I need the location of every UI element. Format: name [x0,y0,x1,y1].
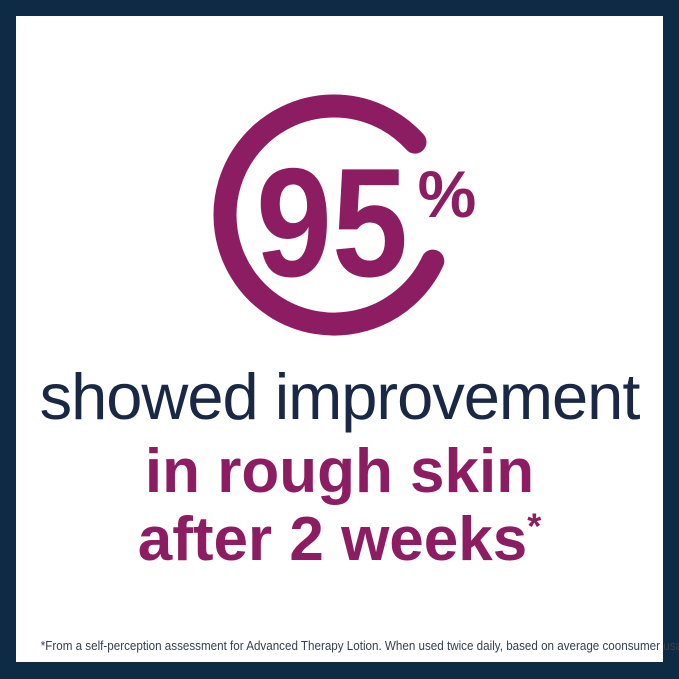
headline-text: showed improvement [39,360,641,433]
content-area: 95 % showed improvement in rough skin af… [16,16,679,662]
subheadline-line1: in rough skin [144,436,535,506]
percent-circle-graphic: 95 % [213,94,476,336]
footnote-text: *From a self-perception assessment for A… [40,638,679,653]
circle-arc [213,94,444,336]
headline: showed improvement [16,361,663,433]
subheadline-line2: after 2 weeks [137,504,528,574]
percent-sign: % [417,157,476,231]
percent-value: 95 [256,136,408,309]
footnote-asterisk: * [527,505,542,547]
subheadline: in rough skin after 2 weeks* [16,436,663,574]
footnote: *From a self-perception assessment for A… [16,639,679,653]
